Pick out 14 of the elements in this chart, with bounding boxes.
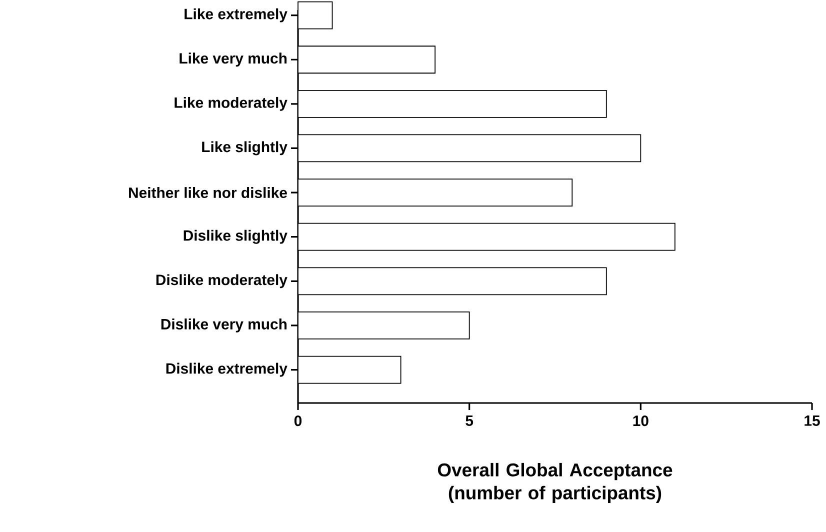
y-tick-label: Dislike moderately	[156, 274, 288, 288]
y-tick-label: Like very much	[180, 52, 287, 67]
y-tick-label: Dislike very much	[161, 318, 287, 332]
y-tick-label: Neither like nor dislike	[129, 187, 287, 198]
y-tick-label: Like slightly	[202, 141, 288, 156]
x-axis-title: Overall Global Acceptance (number of participants)	[438, 462, 672, 504]
y-tick-label: Like moderately	[174, 96, 288, 111]
y-tick-label: Like extremely	[184, 8, 288, 22]
y-tick-label: Dislike slightly	[184, 230, 288, 244]
x-tick-label: 15	[804, 416, 820, 426]
x-tick-label: 5	[466, 416, 474, 426]
y-tick-label: Dislike extremely	[166, 362, 288, 377]
x-tick-label: 10	[633, 416, 648, 426]
x-tick-label: 0	[294, 416, 302, 426]
